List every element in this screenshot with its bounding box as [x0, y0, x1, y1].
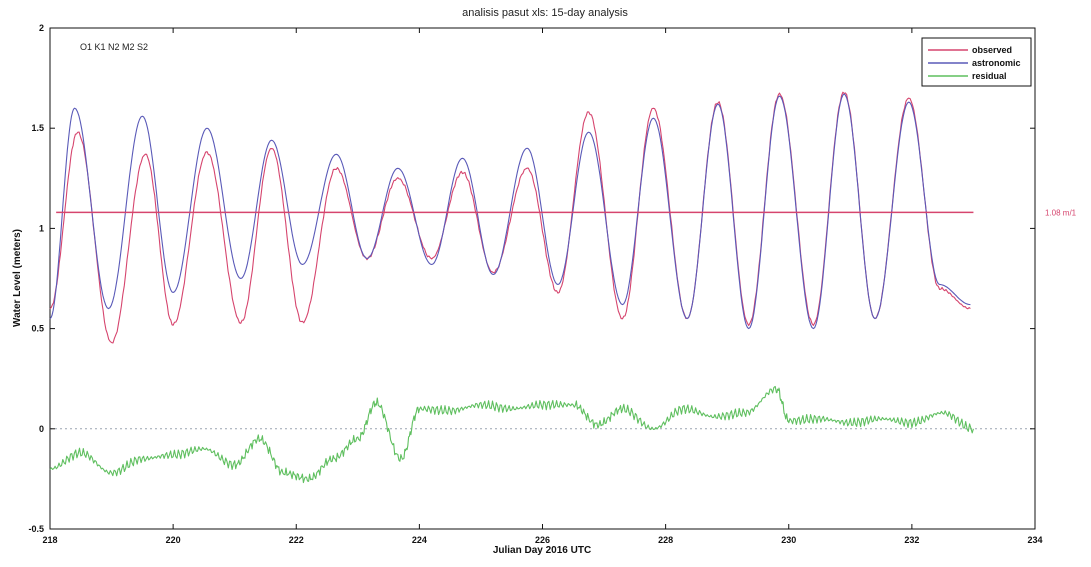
y-tick-label: 0 — [39, 424, 44, 434]
legend-label-astronomic: astronomic — [972, 58, 1021, 68]
x-tick-label: 224 — [412, 535, 427, 545]
plot-frame — [49, 27, 1036, 530]
x-tick-label: 228 — [658, 535, 673, 545]
x-axis-label: Julian Day 2016 UTC — [493, 545, 591, 556]
legend-label-residual: residual — [972, 71, 1007, 81]
y-tick-label: -0.5 — [28, 524, 44, 534]
mean-level-label: 1.08 m/1 — [1045, 208, 1077, 217]
y-tick-label: 1 — [39, 223, 44, 233]
legend-label-observed: observed — [972, 45, 1012, 55]
x-tick-label: 218 — [42, 535, 57, 545]
chart-title: analisis pasut xls: 15-day analysis — [462, 7, 628, 19]
y-axis-ticks: -0.5 0 0.5 1 1.5 2 — [28, 23, 1035, 534]
legend-box — [921, 37, 1032, 87]
x-axis-ticks: 218 220 222 224 226 228 230 232 234 — [42, 28, 1043, 545]
x-tick-label: 234 — [1027, 535, 1042, 545]
series-line-observed — [49, 91, 971, 344]
legend: observed astronomic residual — [921, 37, 1032, 87]
mean-level-layer: 1.08 m/1 — [56, 208, 1077, 217]
x-tick-label: 220 — [166, 535, 181, 545]
x-tick-label: 232 — [904, 535, 919, 545]
series-line-residual — [49, 385, 974, 484]
y-tick-label: 0.5 — [31, 324, 44, 334]
x-tick-label: 222 — [289, 535, 304, 545]
x-tick-label: 230 — [781, 535, 796, 545]
constituents-label: O1 K1 N2 M2 S2 — [80, 42, 148, 52]
y-tick-label: 1.5 — [31, 123, 44, 133]
series-layer — [49, 91, 974, 484]
y-axis-label: Water Level (meters) — [12, 229, 23, 327]
y-tick-label: 2 — [39, 23, 44, 33]
series-line-astronomic — [49, 93, 971, 330]
x-tick-label: 226 — [535, 535, 550, 545]
